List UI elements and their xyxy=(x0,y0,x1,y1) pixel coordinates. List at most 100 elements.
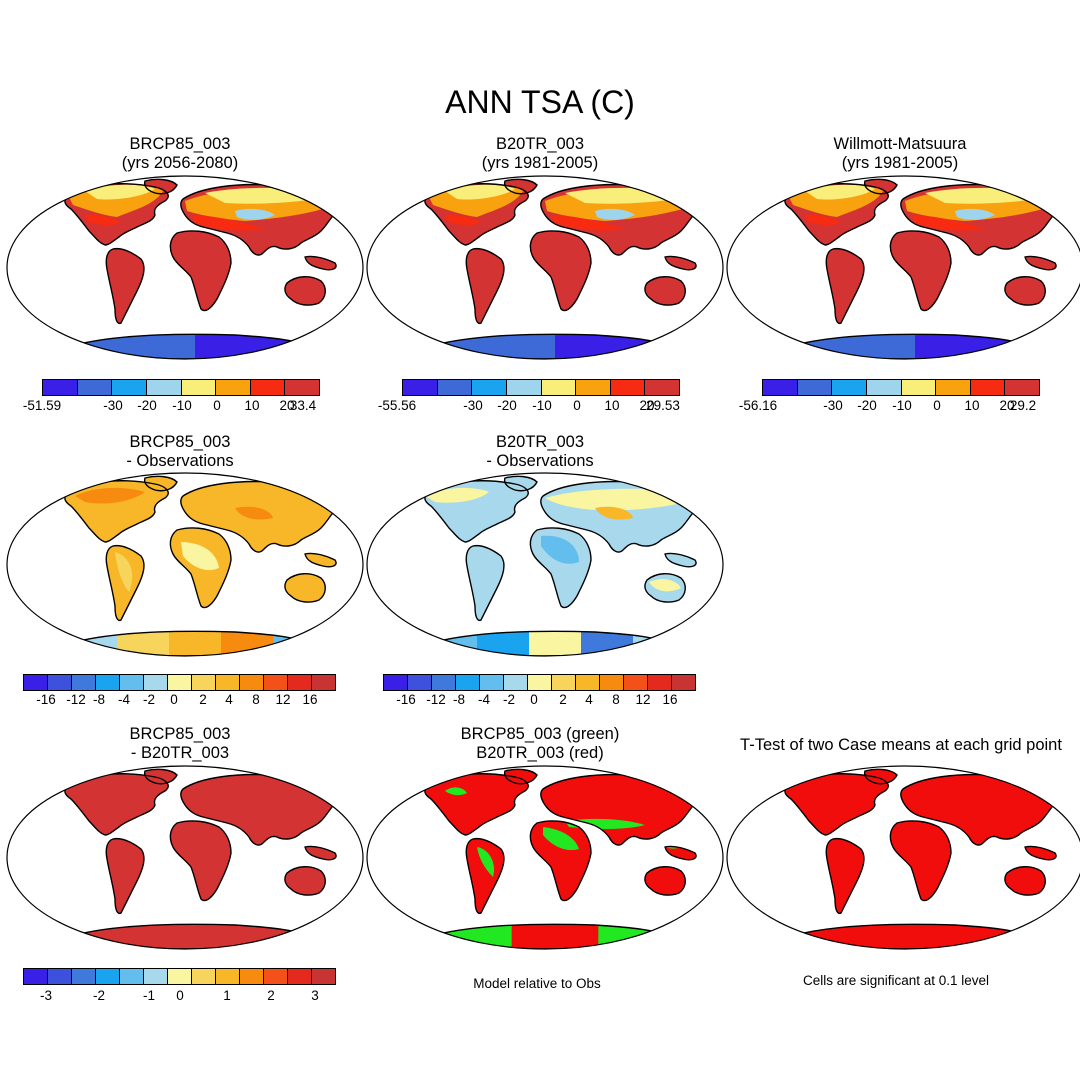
coastline xyxy=(1004,276,1046,306)
coastline xyxy=(529,820,592,902)
landmass-greenland xyxy=(864,769,897,784)
colorbar-cell xyxy=(24,675,48,690)
map-panel-7 xyxy=(365,765,725,950)
colorbar-cell xyxy=(144,675,168,690)
landmass-greenland xyxy=(504,769,537,784)
significance-note: Cells are significant at 0.1 level xyxy=(802,973,990,988)
colorbar-tick-label: -1 xyxy=(142,988,156,1003)
colorbar-tick-label: -56.16 xyxy=(738,398,778,413)
field-region xyxy=(181,542,219,571)
landmass-australia xyxy=(1004,866,1046,896)
colorbar-cell xyxy=(216,675,240,690)
colorbar-panel-6 xyxy=(23,968,336,985)
map-panel-3 xyxy=(725,175,1080,360)
landmass-eurasia xyxy=(540,774,711,845)
map-graphic xyxy=(726,765,1080,950)
colorbar-cell xyxy=(120,969,144,984)
map-graphic xyxy=(726,175,1080,360)
colorbar-cell xyxy=(72,675,96,690)
antarctica-band xyxy=(555,331,686,359)
coastline xyxy=(169,230,232,312)
field-region xyxy=(595,506,633,520)
colorbar-cell xyxy=(472,380,507,395)
colorbar-tick-label: -3 xyxy=(39,988,53,1003)
coastline xyxy=(465,544,505,622)
colorbar-tick-label: -8 xyxy=(452,692,466,707)
antarctica-band xyxy=(65,921,326,949)
panel-8-title: T-Test of two Case means at each grid po… xyxy=(740,736,1062,754)
map-border xyxy=(6,472,364,657)
colorbar-cell xyxy=(1005,380,1039,395)
colorbar-tick-label: 8 xyxy=(252,692,260,707)
field-region xyxy=(425,487,489,503)
landmass-northAmerica xyxy=(64,773,169,835)
coastline xyxy=(284,866,326,896)
landmass-southAmerica xyxy=(466,838,504,914)
colorbar-cell xyxy=(285,380,319,395)
colorbar-tick-label: 20 xyxy=(279,398,295,413)
colorbar-cell xyxy=(600,675,624,690)
colorbar-cell xyxy=(181,380,217,395)
colorbar-cell xyxy=(192,675,216,690)
field-region xyxy=(445,214,481,226)
field-region xyxy=(75,487,145,504)
colorbar-tick-label: 2 xyxy=(267,988,275,1003)
colorbar-tick-label: -12 xyxy=(66,692,86,707)
coastline xyxy=(889,820,952,902)
colorbar-tick-label: 29.53 xyxy=(646,398,680,413)
colorbar-panel-4 xyxy=(23,674,336,691)
map-panel-6 xyxy=(5,765,365,950)
landmass-southAmerica xyxy=(106,248,144,324)
map-panel-8 xyxy=(725,765,1080,950)
coastline xyxy=(105,837,145,915)
map-panel-4 xyxy=(5,472,365,657)
map-panel-1 xyxy=(5,175,365,360)
colorbar-cell xyxy=(552,675,576,690)
coastline xyxy=(825,247,865,325)
panel-5-title: B20TR_003 - Observations xyxy=(486,433,594,470)
colorbar-tick-label: 8 xyxy=(612,692,620,707)
coastline xyxy=(664,255,697,271)
coastline xyxy=(105,247,145,325)
colorbar-tick-label: 20 xyxy=(639,398,655,413)
field-region xyxy=(191,215,265,231)
colorbar-cell xyxy=(264,675,288,690)
model-relative-note: Model relative to Obs xyxy=(473,976,601,991)
landmass-indo xyxy=(1025,846,1057,860)
field-region xyxy=(541,535,579,564)
colorbar-cell xyxy=(504,675,528,690)
colorbar-tick-label: 16 xyxy=(662,692,678,707)
antarctica-band xyxy=(195,331,326,359)
colorbar-tick-label: -20 xyxy=(137,398,157,413)
colorbar-tick-label: 0 xyxy=(933,398,941,413)
field-region xyxy=(595,208,635,220)
map-panel-2 xyxy=(365,175,725,360)
colorbar-cell xyxy=(384,675,408,690)
coastline xyxy=(784,773,889,836)
colorbar-cell xyxy=(144,969,168,984)
colorbar-cell xyxy=(408,675,432,690)
colorbar-cell xyxy=(832,380,867,395)
coastline xyxy=(64,480,169,543)
landmass-indo xyxy=(1025,256,1057,270)
coastline xyxy=(784,183,889,246)
coastline xyxy=(1004,866,1046,896)
field-region xyxy=(805,184,875,200)
colorbar-tick-label: -2 xyxy=(502,692,516,707)
landmass-eurasia xyxy=(180,774,351,845)
colorbar-tick-label: -10 xyxy=(172,398,192,413)
landmass-greenland xyxy=(144,769,177,784)
field-region xyxy=(445,787,467,796)
colorbar-tick-label: -4 xyxy=(117,692,131,707)
field-region xyxy=(445,184,515,200)
map-graphic xyxy=(366,765,724,950)
coastline xyxy=(284,276,326,306)
landmass-africa xyxy=(530,820,591,901)
field-region xyxy=(205,187,335,204)
antarctica-band xyxy=(425,331,556,359)
colorbar-cell xyxy=(541,380,577,395)
colorbar-cell xyxy=(48,969,72,984)
colorbar-cell xyxy=(866,380,902,395)
colorbar-tick-label: 0 xyxy=(213,398,221,413)
map-graphic xyxy=(366,472,724,657)
